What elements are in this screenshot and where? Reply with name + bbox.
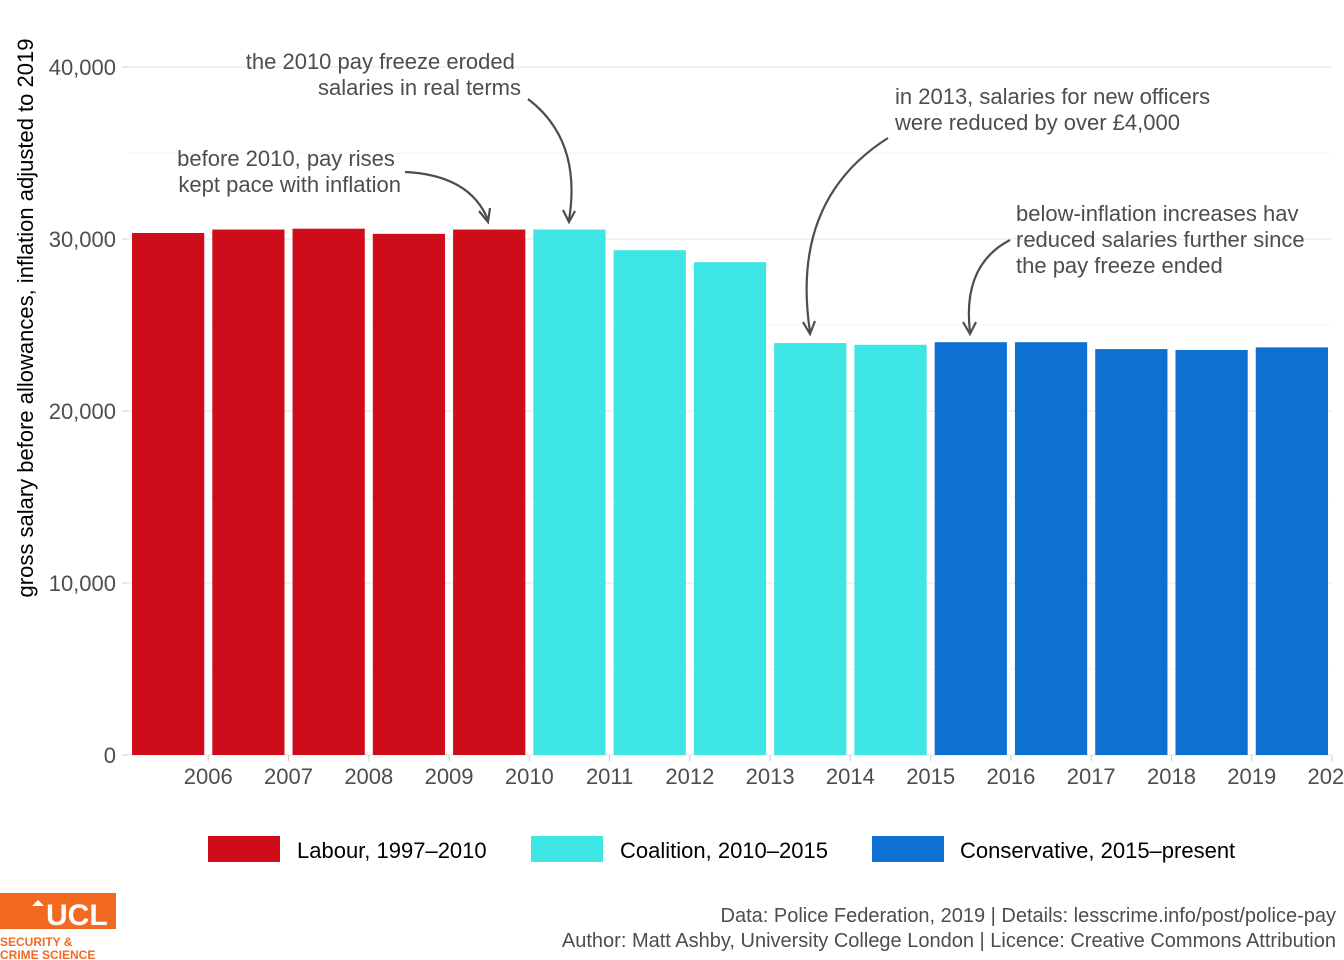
x-tick-label: 2013 [746,764,795,789]
bar-2013 [693,262,767,755]
annotation-arrowhead [478,207,492,225]
logo-subtitle-2: CRIME SCIENCE [0,948,95,960]
annotation-arrow [805,137,889,333]
annotation-arrowhead [802,320,817,337]
annotation-arrowhead [562,209,576,225]
bar-2007 [212,229,285,756]
logo-subtitle-1: SECURITY & [0,935,73,949]
bar-2020 [1255,347,1328,755]
y-tick-label: 40,000 [49,55,116,80]
bar-2010 [453,229,526,756]
annotation-pay-freeze: the 2010 pay freeze eroded salaries in r… [246,49,576,225]
bar-2015 [854,344,927,755]
bars [132,228,1328,756]
annotation-text: kept pace with inflation [178,172,401,197]
bar-2008 [292,228,365,755]
svg-text:before 2010, pay rises k: before 2010, pay rises kept pace with in… [177,146,401,197]
annotation-text: in 2013, salaries for new officers [895,84,1210,109]
legend-key-labour [208,836,280,862]
y-axis-title: gross salary before allowances, inflatio… [13,39,38,598]
annotation-text: below-inflation increases hav [1016,201,1299,226]
annotation-text: were reduced by over £4,000 [894,110,1180,135]
caption-data-source: Data: Police Federation, 2019 | Details:… [721,905,1337,927]
svg-text:the 2010 pay freeze eroded: the 2010 pay freeze eroded salaries in r… [246,49,521,100]
x-tick-label: 2007 [264,764,313,789]
legend-label-labour: Labour, 1997–2010 [297,838,487,863]
y-tick-label: 0 [104,743,116,768]
annotation-2013-reduction: in 2013, salaries for new officers were … [802,84,1216,337]
annotation-text: the pay freeze ended [1016,253,1223,278]
ucl-logo-block [0,893,116,929]
bar-2006 [132,232,205,756]
ucl-logo: UCL SECURITY & CRIME SCIENCE [0,893,116,960]
bar-2017 [1014,342,1088,755]
x-tick-label: 2014 [826,764,875,789]
legend-label-conservative: Conservative, 2015–present [960,838,1235,863]
legend-key-coalition [531,836,603,862]
x-tick-label: 2019 [1227,764,1276,789]
annotation-text: before 2010, pay rises [177,146,395,171]
bar-2016 [934,342,1007,755]
x-tick-label: 2020 [1308,764,1344,789]
ucl-portico-icon [32,900,44,906]
x-axis-ticks: 2006 2007 2008 2009 2010 2011 2012 2013 2014 2015… [184,755,1344,789]
annotation-below-inflation: below-inflation increases hav reduced sa… [962,201,1311,337]
x-tick-label: 2006 [184,764,233,789]
caption-author: Author: Matt Ashby, University College L… [562,930,1336,952]
x-tick-label: 2016 [986,764,1035,789]
bar-2018 [1095,349,1168,755]
bar-2009 [372,233,446,756]
legend: Labour, 1997–2010 Coalition, 2010–2015 C… [208,836,1235,863]
annotation-arrow [967,239,1011,333]
x-tick-label: 2011 [586,764,633,789]
legend-key-conservative [872,836,944,862]
bar-2012 [613,250,686,755]
y-tick-label: 20,000 [49,399,116,424]
legend-label-coalition: Coalition, 2010–2015 [620,838,828,863]
x-tick-label: 2010 [505,764,554,789]
x-tick-label: 2012 [665,764,714,789]
y-tick-label: 10,000 [49,571,116,596]
svg-text:in 2013, salaries for new offi: in 2013, salaries for new officers were … [894,84,1216,135]
x-tick-label: 2009 [425,764,474,789]
y-tick-label: 30,000 [49,227,116,252]
svg-text:below-inflation increases hav: below-inflation increases hav reduced sa… [1016,201,1311,278]
annotation-before-2010: before 2010, pay rises kept pace with in… [177,146,492,225]
annotation-arrow [404,170,490,221]
annotation-arrowhead [962,321,977,337]
annotation-text: salaries in real terms [318,75,521,100]
y-axis-ticks: 0 10,000 20,000 30,000 40,000 [49,55,128,768]
x-tick-label: 2018 [1147,764,1196,789]
bar-2019 [1175,349,1248,755]
annotation-text: reduced salaries further since [1016,227,1305,252]
annotation-text: the 2010 pay freeze eroded [246,49,515,74]
x-tick-label: 2008 [344,764,393,789]
x-tick-label: 2017 [1067,764,1116,789]
annotation-arrow [527,98,573,221]
bar-2011 [533,229,606,756]
x-tick-label: 2015 [906,764,955,789]
ucl-wordmark: UCL [46,899,108,932]
bar-2014 [774,343,847,755]
